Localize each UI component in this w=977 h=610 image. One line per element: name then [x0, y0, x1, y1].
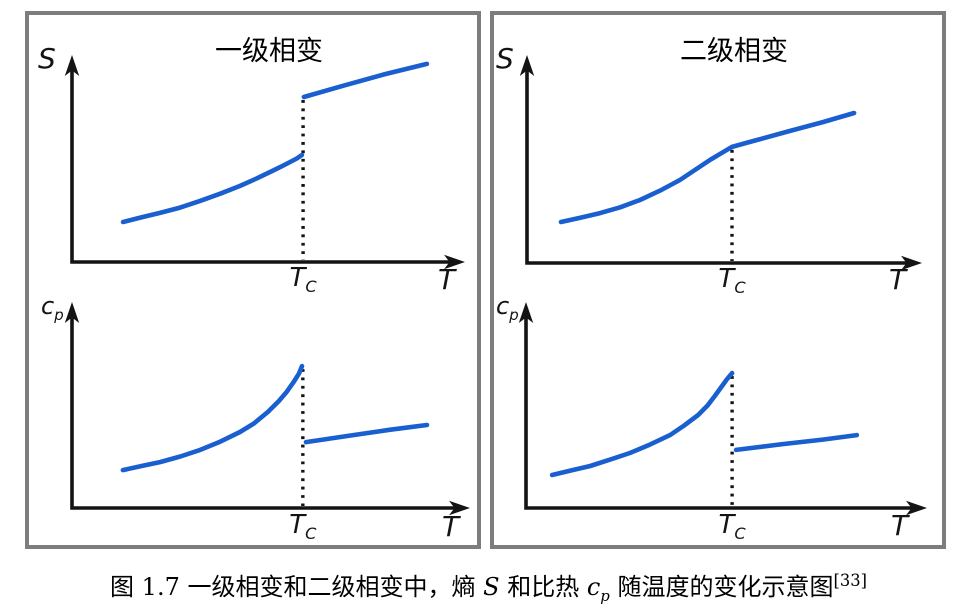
figure-caption: 图 1.7 一级相变和二级相变中，熵 S 和比热 cp 随温度的变化示意图[33…: [0, 567, 977, 605]
chart-entropy-first-order: S T TC: [29, 15, 477, 295]
x-axis-label-temperature: T: [889, 263, 907, 296]
x-axis-label-temperature: T: [891, 509, 909, 542]
tc-tick-label: TC: [718, 510, 746, 544]
caption-heat-symbol: c: [586, 573, 601, 601]
entropy-first-order-plot: [64, 55, 465, 270]
caption-prefix: 图 1.7 一级相变和二级相变中，熵: [110, 573, 484, 601]
x-axis-arrowhead-icon: [906, 500, 927, 516]
panel-first-order: 一级相变 S T TC cp T TC: [25, 11, 481, 549]
specific-heat-second-order-plot: [518, 302, 927, 516]
y-axis-arrowhead-icon: [518, 302, 534, 323]
x-axis-arrowhead-icon: [449, 500, 470, 516]
caption-heat-subscript: p: [600, 586, 610, 605]
curve-segment-0: [549, 370, 735, 478]
axes-lines: [524, 316, 913, 510]
x-axis-label-temperature: T: [442, 510, 460, 543]
x-axis-arrowhead-icon: [901, 255, 922, 271]
entropy-second-order-plot: [519, 55, 922, 271]
caption-entropy-symbol: S: [483, 573, 500, 601]
axes-lines: [525, 69, 908, 265]
axes-lines: [70, 316, 456, 510]
tc-tick-label: TC: [718, 264, 746, 298]
chart-specific-heat-first-order: cp T TC: [29, 285, 477, 545]
curve-segment-1: [301, 61, 430, 100]
y-axis-arrowhead-icon: [64, 302, 80, 323]
panel-second-order: 二级相变 S T TC cp T TC: [490, 11, 946, 549]
chart-specific-heat-second-order: cp T TC: [494, 285, 942, 545]
y-axis-label-entropy: S: [496, 42, 514, 75]
caption-mid: 和比热: [499, 573, 587, 601]
x-axis-label-temperature: T: [438, 263, 456, 296]
panel-title-second-order: 二级相变: [680, 36, 788, 67]
curve-segment-1: [733, 432, 860, 453]
chart-entropy-second-order: S T TC: [494, 15, 942, 296]
caption-reference: [33]: [833, 571, 867, 590]
y-axis-arrowhead-icon: [64, 55, 80, 76]
curve-segment-1: [303, 422, 430, 445]
curve-segment-0: [120, 152, 305, 225]
y-axis-label-entropy: S: [38, 42, 56, 75]
axes-lines: [70, 69, 451, 264]
specific-heat-first-order-plot: [64, 302, 470, 516]
caption-suffix: 随温度的变化示意图: [609, 573, 834, 601]
panel-title-first-order: 一级相变: [215, 36, 323, 67]
x-axis-arrowhead-icon: [444, 254, 465, 270]
y-axis-label-specific-heat: cp: [41, 292, 64, 324]
curve-segment-0: [120, 363, 305, 473]
y-axis-arrowhead-icon: [519, 55, 535, 76]
y-axis-label-specific-heat: cp: [496, 292, 519, 324]
tc-tick-label: TC: [289, 510, 317, 544]
curve-segment-0: [558, 110, 857, 225]
tc-tick-label: TC: [289, 263, 317, 297]
